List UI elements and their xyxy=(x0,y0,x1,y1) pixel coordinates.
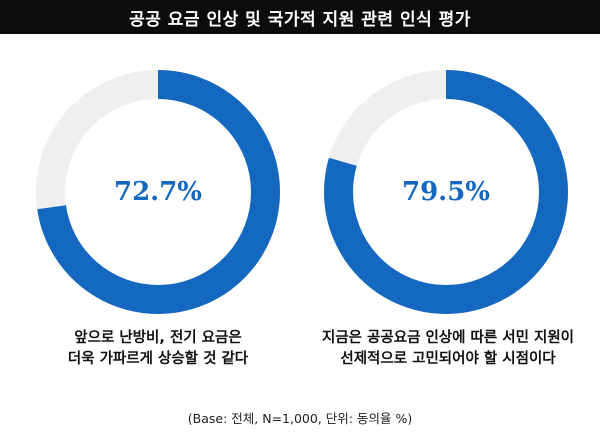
caption-right-line-1: 지금은 공공요금 인상에 따른 서민 지원이 xyxy=(321,330,575,346)
chart-title-bar: 공공 요금 인상 및 국가적 지원 관련 인식 평가 xyxy=(0,0,600,34)
percentage-label-right: 79.5% xyxy=(401,177,491,207)
donut-segment-left xyxy=(36,70,280,314)
caption-right: 지금은 공공요금 인상에 따른 서민 지원이 선제적으로 고민되어야 할 시점이… xyxy=(308,328,588,370)
donut-svg-right xyxy=(324,70,568,314)
caption-left-line-1: 앞으로 난방비, 전기 요금은 xyxy=(74,330,242,346)
donut-chart-left: 72.7% xyxy=(28,62,288,322)
caption-left: 앞으로 난방비, 전기 요금은 더욱 가파르게 상승할 것 같다 xyxy=(18,328,298,370)
donut-segment-right xyxy=(324,70,568,314)
caption-right-line-2: 선제적으로 고민되어야 할 시점이다 xyxy=(340,351,556,367)
donut-svg-left xyxy=(36,70,280,314)
caption-left-line-2: 더욱 가파르게 상승할 것 같다 xyxy=(67,351,249,367)
chart-title: 공공 요금 인상 및 국가적 지원 관련 인식 평가 xyxy=(129,9,471,30)
base-note: (Base: 전체, N=1,000, 단위: 동의율 %) xyxy=(187,411,413,426)
percentage-label-left: 72.7% xyxy=(113,177,203,207)
donut-chart-right: 79.5% xyxy=(316,62,576,322)
